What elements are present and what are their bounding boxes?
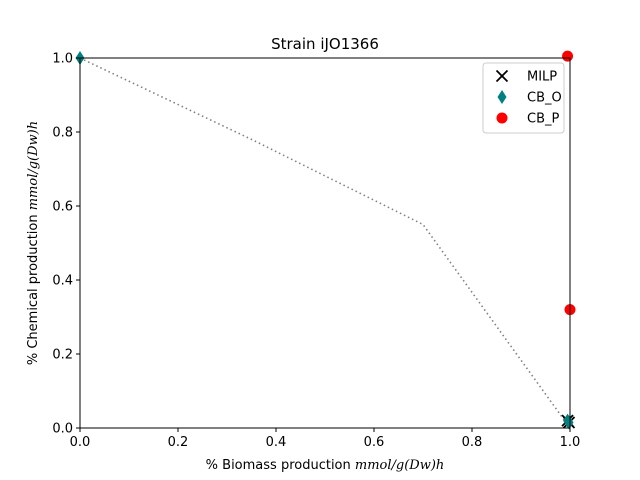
chart-title: Strain iJO1366 (271, 35, 379, 53)
y-tick-label: 1.0 (52, 52, 73, 67)
legend-marker (496, 112, 508, 124)
x-tick-label: 0.8 (462, 435, 483, 450)
legend-marker (495, 69, 509, 83)
frontier-line (79, 57, 571, 429)
plot-frame (79, 57, 571, 429)
x-tick-label: 0.2 (168, 435, 189, 450)
legend-label: MILP (527, 70, 557, 85)
y-tick-label: 0.0 (52, 422, 73, 437)
y-tick-label: 0.8 (52, 126, 73, 141)
y-tick-label: 0.6 (52, 200, 73, 215)
x-tick-label: 0.0 (70, 435, 91, 450)
point-cb-p (562, 50, 574, 62)
legend-entry: CB_P (496, 112, 559, 127)
y-tick-label: 0.2 (52, 348, 73, 363)
legend-entry: CB_O (497, 90, 562, 106)
legend-label: CB_O (527, 91, 562, 106)
y-tick-label: 0.4 (52, 274, 73, 289)
x-tick-label: 0.4 (266, 435, 287, 450)
point-cb-o (564, 415, 574, 430)
y-axis-label: % Chemical production mmol/g(Dw)h (26, 121, 41, 365)
legend: MILP CB_O CB_P (482, 62, 565, 134)
legend-entry: MILP (495, 69, 557, 85)
axis-ticks: 0.0 0.2 0.4 0.6 0.8 1.0 0.0 0.2 0.4 0.6 0.8 1.0 (52, 52, 580, 451)
x-axis-label: % Biomass production mmol/g(Dw)h (206, 458, 445, 473)
x-tick-label: 1.0 (560, 435, 581, 450)
legend-marker (497, 90, 507, 104)
legend-label: CB_P (527, 112, 559, 127)
x-tick-label: 0.6 (364, 435, 385, 450)
